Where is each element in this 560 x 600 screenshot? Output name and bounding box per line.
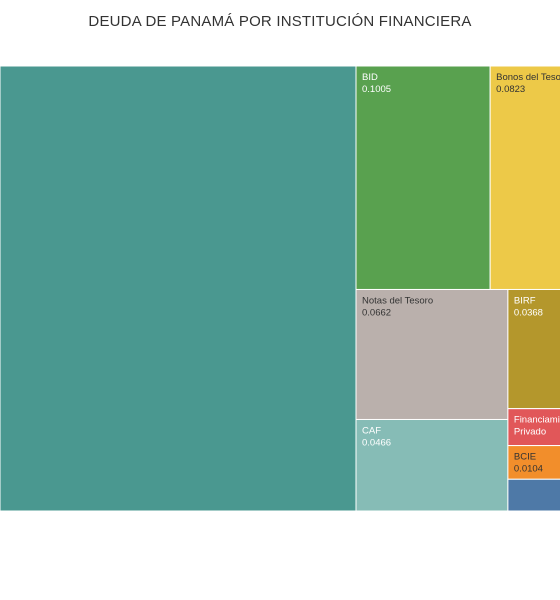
treemap-tile[interactable] — [0, 65, 357, 512]
treemap-tile-value: 0.0662 — [362, 307, 391, 318]
treemap-tile-rect — [355, 418, 509, 512]
treemap-tile-value: 0.0368 — [514, 307, 543, 318]
treemap-tile[interactable] — [507, 478, 560, 512]
treemap-tile-rect — [489, 65, 560, 290]
treemap-tile[interactable]: FinanciamientoPrivado — [507, 408, 560, 447]
treemap-tile-value: 0.0104 — [514, 464, 543, 475]
treemap-tile-label: Notas del Tesoro — [362, 295, 433, 306]
treemap-tile-label: Bonos del Tesoro — [496, 72, 560, 83]
treemap-tile-rect — [507, 478, 560, 512]
treemap-tile-label: BCIE — [514, 452, 536, 463]
treemap-tile-label: Privado — [514, 427, 546, 438]
treemap-tile-value: 0.1005 — [362, 84, 391, 95]
treemap-tile-rect — [0, 65, 357, 512]
treemap-tile-value: 0.0466 — [362, 437, 391, 448]
treemap-tile-label: BID — [362, 72, 378, 83]
treemap-tile-rect — [355, 65, 491, 290]
treemap-tile-value: 0.0823 — [496, 84, 525, 95]
treemap-tile-rect — [507, 445, 560, 480]
treemap-tile-label: BIRF — [514, 295, 536, 306]
treemap-tile-label: CAF — [362, 425, 381, 436]
chart-title: DEUDA DE PANAMÁ POR INSTITUCIÓN FINANCIE… — [88, 13, 472, 30]
treemap-tile-label: Financiamiento — [514, 415, 560, 426]
treemap-tile-rect — [507, 288, 560, 410]
